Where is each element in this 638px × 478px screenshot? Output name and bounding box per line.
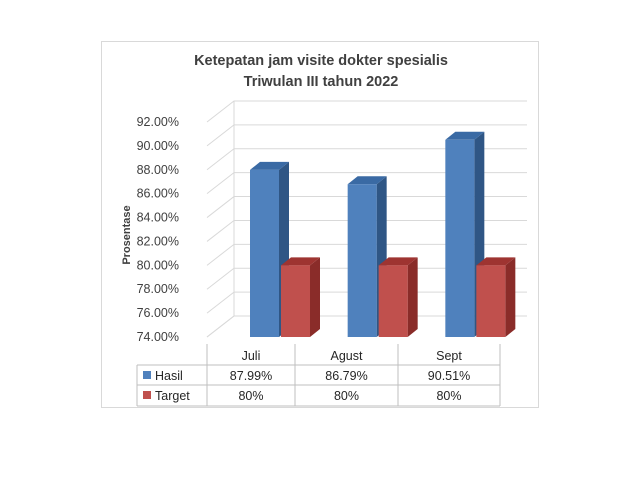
bar-top (250, 161, 289, 170)
bar-front (281, 265, 310, 337)
bar-side (407, 257, 418, 337)
bar-target-juli (281, 257, 320, 337)
data-table-cell: 86.79% (325, 369, 367, 383)
bar-top (476, 257, 516, 266)
bar-side (505, 257, 516, 337)
chart-title-line-1: Ketepatan jam visite dokter spesialis (194, 53, 448, 69)
chart-canvas: Ketepatan jam visite dokter spesialis Tr… (121, 53, 527, 407)
bars (250, 131, 516, 337)
bar-front (250, 169, 279, 337)
legend-swatch-hasil (143, 371, 151, 379)
y-tick-label: 82.00% (137, 234, 179, 248)
bar-front (347, 184, 377, 337)
y-tick-label: 74.00% (137, 330, 179, 344)
legend-label-target: Target (155, 389, 190, 403)
data-table-cell: 80% (334, 389, 359, 403)
bar-front (445, 139, 475, 337)
y-tick-label: 88.00% (137, 163, 179, 177)
data-table-cell: 90.51% (428, 369, 470, 383)
floor-edge (206, 315, 235, 338)
y-axis-label: Prosentase (121, 205, 133, 264)
y-tick-label: 92.00% (137, 115, 179, 129)
bar-target-sept (476, 257, 516, 337)
chart-frame: Ketepatan jam visite dokter spesialis Tr… (101, 41, 539, 408)
chart-title-line-2: Triwulan III tahun 2022 (244, 74, 399, 90)
bar-top (445, 131, 485, 140)
y-tick-label: 78.00% (137, 282, 179, 296)
y-axis-tick-labels: 74.00% 76.00% 78.00% 80.00% 82.00% 84.00% 86.0… (137, 115, 179, 344)
gridlines (206, 100, 527, 338)
data-table: Juli Agust Sept Hasil 87.99% 86.79% 90.51% Targ… (136, 344, 501, 407)
gridline (206, 100, 527, 123)
data-table-cell: 80% (436, 389, 461, 403)
bar-front (378, 265, 408, 337)
bar-front (476, 265, 506, 337)
bar-side (310, 257, 320, 337)
bar-top (281, 257, 320, 266)
y-tick-label: 80.00% (137, 258, 179, 272)
y-tick-label: 84.00% (137, 211, 179, 225)
y-tick-label: 86.00% (137, 187, 179, 201)
y-tick-label: 90.00% (137, 139, 179, 153)
x-tick-label: Agust (331, 349, 363, 363)
data-table-cell: 80% (238, 389, 263, 403)
data-table-cell: 87.99% (230, 369, 272, 383)
y-tick-label: 76.00% (137, 306, 179, 320)
legend-swatch-target (143, 391, 151, 399)
legend-label-hasil: Hasil (155, 369, 183, 383)
bar-target-agust (378, 257, 418, 337)
x-tick-label: Juli (242, 349, 261, 363)
bar-top (347, 176, 387, 185)
bar-top (378, 257, 418, 266)
x-tick-label: Sept (436, 349, 462, 363)
